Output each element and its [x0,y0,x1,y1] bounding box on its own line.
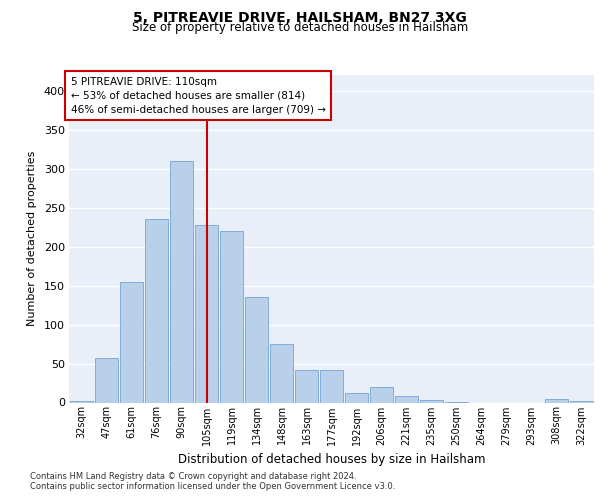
Bar [170,161,193,402]
Text: Size of property relative to detached houses in Hailsham: Size of property relative to detached ho… [132,22,468,35]
X-axis label: Distribution of detached houses by size in Hailsham: Distribution of detached houses by size … [178,453,485,466]
Bar [370,387,394,402]
Bar [395,396,418,402]
Bar [95,358,118,403]
Bar [344,393,368,402]
Y-axis label: Number of detached properties: Number of detached properties [27,151,37,326]
Bar [569,401,593,402]
Bar [545,400,568,402]
Bar [320,370,343,402]
Bar [245,297,268,403]
Text: Contains HM Land Registry data © Crown copyright and database right 2024.: Contains HM Land Registry data © Crown c… [30,472,356,481]
Bar [119,282,143,403]
Bar [194,224,218,402]
Bar [269,344,293,403]
Text: 5 PITREAVIE DRIVE: 110sqm
← 53% of detached houses are smaller (814)
46% of semi: 5 PITREAVIE DRIVE: 110sqm ← 53% of detac… [71,76,326,114]
Text: 5, PITREAVIE DRIVE, HAILSHAM, BN27 3XG: 5, PITREAVIE DRIVE, HAILSHAM, BN27 3XG [133,11,467,25]
Bar [419,400,443,402]
Text: Contains public sector information licensed under the Open Government Licence v3: Contains public sector information licen… [30,482,395,491]
Bar [220,231,244,402]
Bar [145,220,169,402]
Bar [295,370,319,402]
Bar [70,401,94,402]
